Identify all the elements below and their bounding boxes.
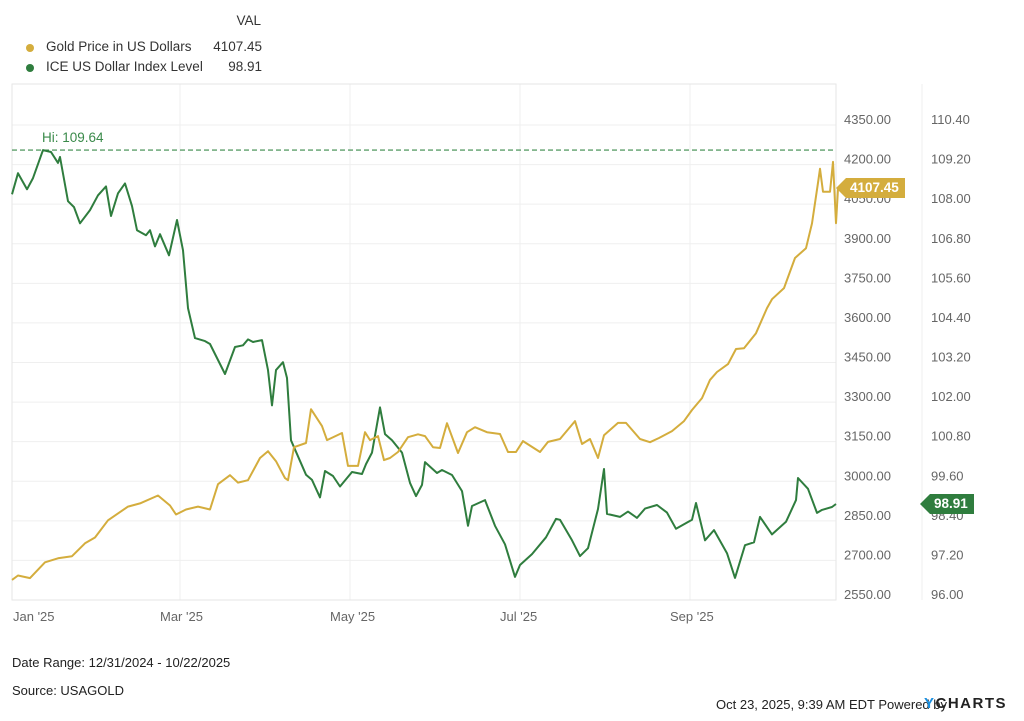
date-range: Date Range: 12/31/2024 - 10/22/2025	[12, 655, 231, 670]
legend-item-gold[interactable]: Gold Price in US Dollars 4107.45	[22, 39, 262, 57]
gold-tick-label: 3000.00	[844, 468, 891, 483]
gold-tick-label: 4200.00	[844, 152, 891, 167]
legend-usd-value: 98.91	[228, 59, 262, 74]
usd-tick-label: 105.60	[931, 270, 971, 285]
legend-item-usd[interactable]: ICE US Dollar Index Level 98.91	[22, 59, 262, 77]
x-tick-label: Jul '25	[500, 609, 537, 624]
hi-label: Hi: 109.64	[42, 130, 104, 145]
x-axis: Jan '25 Mar '25 May '25 Jul '25 Sep '25	[13, 609, 714, 624]
gold-tick-label: 3150.00	[844, 429, 891, 444]
gold-tick-label: 2850.00	[844, 508, 891, 523]
usd-tick-label: 103.20	[931, 350, 971, 365]
gold-last-value-tag: 4107.45	[836, 178, 905, 198]
gold-tick-label: 3750.00	[844, 270, 891, 285]
usd-tick-label: 96.00	[931, 587, 964, 602]
gold-line	[11, 160, 839, 581]
usd-tick-label: 106.80	[931, 231, 971, 246]
usd-tick-label: 97.20	[931, 547, 964, 562]
gold-tick-label: 4350.00	[844, 112, 891, 127]
x-tick-label: Mar '25	[160, 609, 203, 624]
gold-tick-label: 3300.00	[844, 389, 891, 404]
source: Source: USAGOLD	[12, 683, 124, 698]
grid-lines	[12, 84, 923, 600]
x-tick-label: Jan '25	[13, 609, 55, 624]
usd-tick-label: 104.40	[931, 310, 971, 325]
usd-tick-label: 108.00	[931, 191, 971, 206]
usd-last-value-tag: 98.91	[920, 494, 974, 514]
usd-axis: 110.40 109.20 108.00 106.80 105.60 104.40 103.…	[931, 112, 971, 602]
gold-tick-label: 2550.00	[844, 587, 891, 602]
legend-header: VAL	[236, 13, 261, 28]
legend-gold-value: 4107.45	[213, 39, 262, 54]
x-tick-label: May '25	[330, 609, 375, 624]
usd-dot-icon	[26, 64, 34, 72]
usd-tick-label: 99.60	[931, 468, 964, 483]
timestamp: Oct 23, 2025, 9:39 AM EDT Powered by	[716, 697, 947, 712]
legend-usd-name: ICE US Dollar Index Level	[46, 59, 203, 74]
gold-dot-icon	[26, 44, 34, 52]
usd-tick-label: 100.80	[931, 429, 971, 444]
plot-frame	[11, 83, 837, 601]
legend-gold-name: Gold Price in US Dollars	[46, 39, 192, 54]
usd-tick-label: 109.20	[931, 152, 971, 167]
usd-tick-label: 102.00	[931, 389, 971, 404]
x-tick-label: Sep '25	[670, 609, 714, 624]
ycharts-wordmark: CHARTS	[935, 695, 1008, 712]
gold-tick-label: 2700.00	[844, 547, 891, 562]
ycharts-y-icon: Y	[924, 695, 936, 712]
gold-tick-label: 3900.00	[844, 231, 891, 246]
gold-tick-label: 3600.00	[844, 310, 891, 325]
gold-tick-label: 3450.00	[844, 350, 891, 365]
usd-tick-label: 110.40	[931, 112, 970, 127]
ycharts-logo[interactable]: YCHARTS	[924, 695, 1007, 712]
usd-line	[11, 149, 837, 579]
